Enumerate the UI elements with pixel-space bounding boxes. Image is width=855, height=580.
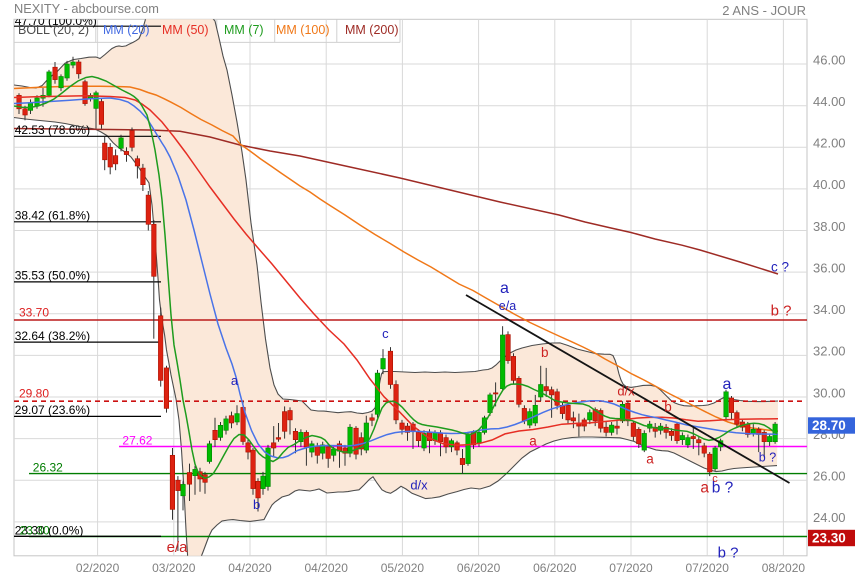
svg-text:a: a bbox=[500, 280, 509, 297]
svg-text:e/a: e/a bbox=[499, 299, 516, 313]
svg-text:24.00: 24.00 bbox=[813, 510, 846, 525]
svg-text:b: b bbox=[253, 497, 260, 512]
svg-text:c ?: c ? bbox=[771, 260, 789, 275]
svg-text:46.00: 46.00 bbox=[813, 52, 846, 67]
svg-text:03/2020: 03/2020 bbox=[152, 561, 196, 575]
svg-text:MM (50): MM (50) bbox=[162, 23, 209, 37]
svg-text:c: c bbox=[712, 473, 718, 485]
svg-text:c: c bbox=[382, 326, 389, 341]
svg-text:36.00: 36.00 bbox=[813, 260, 846, 275]
svg-text:BOLL (20, 2): BOLL (20, 2) bbox=[18, 23, 89, 37]
svg-text:07/2020: 07/2020 bbox=[686, 561, 730, 575]
svg-text:b ?: b ? bbox=[759, 451, 776, 465]
svg-text:44.00: 44.00 bbox=[813, 94, 846, 109]
svg-text:MM (7): MM (7) bbox=[224, 23, 264, 37]
svg-text:34.00: 34.00 bbox=[813, 302, 846, 317]
svg-text:MM (200): MM (200) bbox=[345, 23, 398, 37]
svg-text:a: a bbox=[646, 452, 654, 467]
svg-text:06/2020: 06/2020 bbox=[533, 561, 577, 575]
svg-text:29.07 (23.6%): 29.07 (23.6%) bbox=[15, 403, 90, 417]
svg-text:06/2020: 06/2020 bbox=[457, 561, 501, 575]
svg-text:b ?: b ? bbox=[771, 302, 792, 319]
svg-text:b: b bbox=[664, 400, 672, 415]
svg-text:a: a bbox=[723, 376, 732, 393]
svg-text:23.30: 23.30 bbox=[812, 531, 846, 546]
svg-text:a: a bbox=[231, 373, 239, 388]
svg-text:27.62: 27.62 bbox=[122, 433, 152, 447]
svg-text:NEXITY - abcbourse.com: NEXITY - abcbourse.com bbox=[14, 1, 159, 16]
svg-text:40.00: 40.00 bbox=[813, 177, 846, 192]
svg-text:a: a bbox=[700, 480, 709, 497]
svg-text:b ?: b ? bbox=[718, 545, 739, 562]
svg-text:23.30 (0.0%): 23.30 (0.0%) bbox=[15, 523, 84, 537]
svg-text:38.42 (61.8%): 38.42 (61.8%) bbox=[15, 209, 90, 223]
svg-text:07/2020: 07/2020 bbox=[609, 561, 653, 575]
svg-text:47.70 (100.0%): 47.70 (100.0%) bbox=[15, 14, 97, 28]
svg-text:04/2020: 04/2020 bbox=[305, 561, 349, 575]
svg-text:42.00: 42.00 bbox=[813, 136, 846, 151]
svg-text:42.53 (78.6%): 42.53 (78.6%) bbox=[15, 123, 90, 137]
svg-text:MM (100): MM (100) bbox=[276, 23, 329, 37]
svg-text:38.00: 38.00 bbox=[813, 219, 846, 234]
svg-text:e/a: e/a bbox=[167, 539, 189, 556]
svg-text:32.64 (38.2%): 32.64 (38.2%) bbox=[15, 329, 90, 343]
svg-text:a: a bbox=[529, 434, 537, 449]
svg-text:33.70: 33.70 bbox=[19, 305, 49, 319]
svg-text:02/2020: 02/2020 bbox=[76, 561, 120, 575]
svg-text:04/2020: 04/2020 bbox=[228, 561, 272, 575]
svg-text:b: b bbox=[541, 345, 549, 360]
svg-text:d/x: d/x bbox=[410, 478, 428, 493]
svg-text:d/x: d/x bbox=[617, 384, 635, 399]
svg-text:26.32: 26.32 bbox=[33, 460, 63, 474]
svg-text:29.80: 29.80 bbox=[19, 387, 49, 401]
svg-text:MM (20): MM (20) bbox=[103, 23, 150, 37]
svg-text:28.70: 28.70 bbox=[812, 418, 846, 433]
svg-text:32.00: 32.00 bbox=[813, 344, 846, 359]
svg-text:30.00: 30.00 bbox=[813, 385, 846, 400]
svg-text:2 ANS - JOUR: 2 ANS - JOUR bbox=[722, 3, 806, 18]
svg-text:05/2020: 05/2020 bbox=[381, 561, 425, 575]
svg-text:23.30: 23.30 bbox=[20, 523, 50, 537]
svg-text:26.00: 26.00 bbox=[813, 469, 846, 484]
svg-text:b ?: b ? bbox=[712, 480, 734, 497]
svg-text:35.53 (50.0%): 35.53 (50.0%) bbox=[15, 269, 90, 283]
svg-text:08/2020: 08/2020 bbox=[762, 561, 806, 575]
